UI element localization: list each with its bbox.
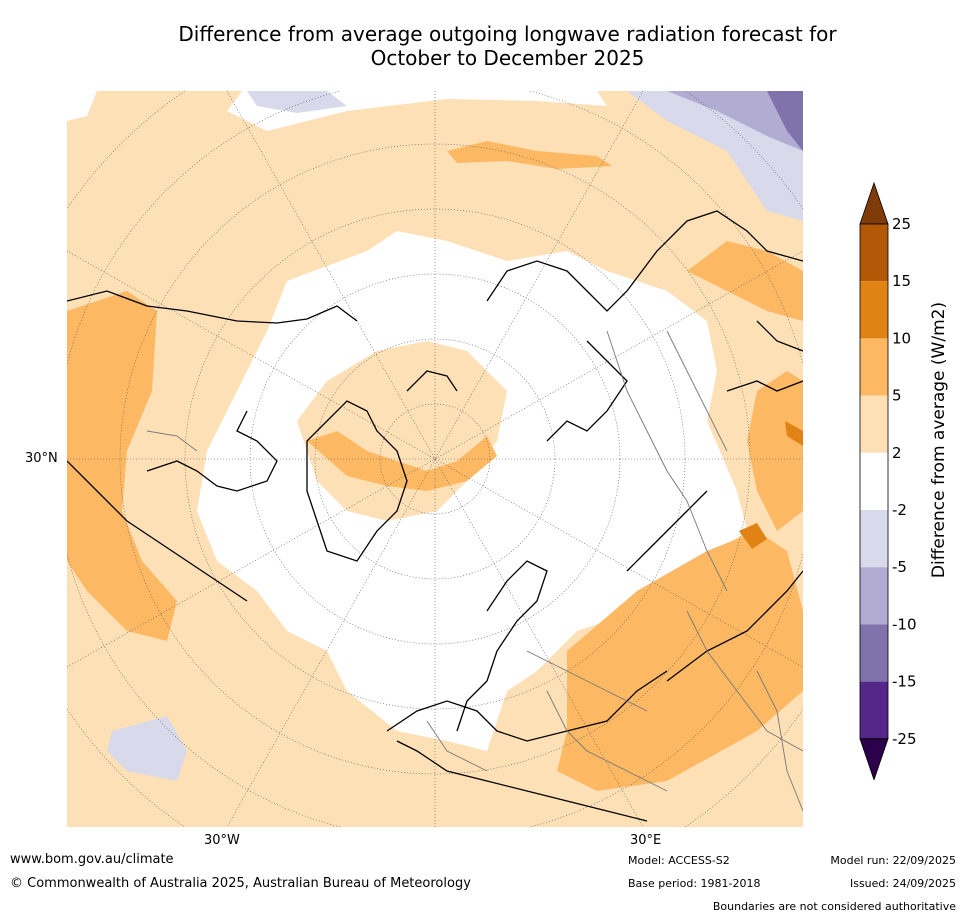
colorbar-swatch (860, 510, 888, 568)
anomaly-2-5-area (187, 91, 717, 241)
boundaries-disclaimer: Boundaries are not considered authoritat… (712, 900, 956, 913)
title-line-2: October to December 2025 (370, 46, 645, 70)
colorbar-graphic: 25 15 10 5 2 -2 -5 -10 -15 -25 Difference from av… (859, 181, 949, 782)
copyright-text: © Commonwealth of Australia 2025, Austra… (10, 876, 471, 891)
anomaly-5-10-area (307, 431, 497, 491)
longitude-label-30e: 30°E (630, 833, 662, 848)
website-link[interactable]: www.bom.gov.au/climate (10, 852, 174, 867)
colorbar-extend-top (859, 181, 889, 225)
anomaly-5-10-area (557, 531, 803, 791)
anomaly-10-15-area (785, 421, 803, 446)
anomaly-neg2-neg5-area (107, 716, 187, 781)
colorbar-tick-label: 25 (892, 215, 911, 233)
colorbar-swatch (860, 624, 888, 682)
model-name: Model: ACCESS-S2 (628, 854, 730, 867)
anomaly-10-15-area (739, 523, 767, 549)
colorbar-swatch (860, 281, 888, 339)
colorbar-swatch (860, 395, 888, 453)
map-canvas (67, 91, 803, 827)
model-run-date: Model run: 22/09/2025 (830, 854, 956, 867)
colorbar: 25 15 10 5 2 -2 -5 -10 -15 -25 Difference from av… (820, 180, 965, 782)
colorbar-swatch (860, 567, 888, 625)
colorbar-extend-bottom (859, 738, 889, 782)
colorbar-label: Difference from average (W/m2) (929, 302, 949, 578)
neutral-area (197, 231, 747, 751)
anomaly-neg10-neg15-area (767, 91, 803, 151)
anomaly-5-10-area (747, 371, 803, 531)
colorbar-swatch (860, 452, 888, 510)
latitude-label-30n: 30°N (25, 451, 58, 466)
anomaly-5-10-area (687, 241, 803, 321)
issued-date: Issued: 24/09/2025 (849, 877, 956, 890)
colorbar-swatch (860, 224, 888, 282)
colorbar-tick-label: 15 (892, 272, 911, 290)
colorbar-tick-label: -25 (892, 730, 917, 748)
neutral-area (67, 91, 97, 121)
colorbar-tick-label: -5 (892, 558, 907, 576)
polar-map (67, 91, 803, 827)
colorbar-swatch (860, 681, 888, 739)
chart-title: Difference from average outgoing longwav… (100, 22, 915, 70)
anomaly-neg5-neg10-area (667, 91, 803, 151)
colorbar-tick-label: 10 (892, 329, 911, 347)
colorbar-swatch (860, 338, 888, 396)
title-line-1: Difference from average outgoing longwav… (178, 22, 837, 46)
colorbar-tick-label: 5 (892, 387, 902, 405)
anomaly-5-10-area (447, 141, 612, 169)
anomaly-5-10-area (67, 291, 177, 641)
longitude-label-30w: 30°W (204, 833, 240, 848)
colorbar-tick-label: 2 (892, 444, 902, 462)
anomaly-neg2-neg5-area (247, 91, 347, 113)
colorbar-tick-label: -2 (892, 501, 907, 519)
base-period: Base period: 1981-2018 (628, 877, 761, 890)
colorbar-tick-label: -10 (892, 615, 917, 633)
colorbar-tick-label: -15 (892, 673, 917, 691)
